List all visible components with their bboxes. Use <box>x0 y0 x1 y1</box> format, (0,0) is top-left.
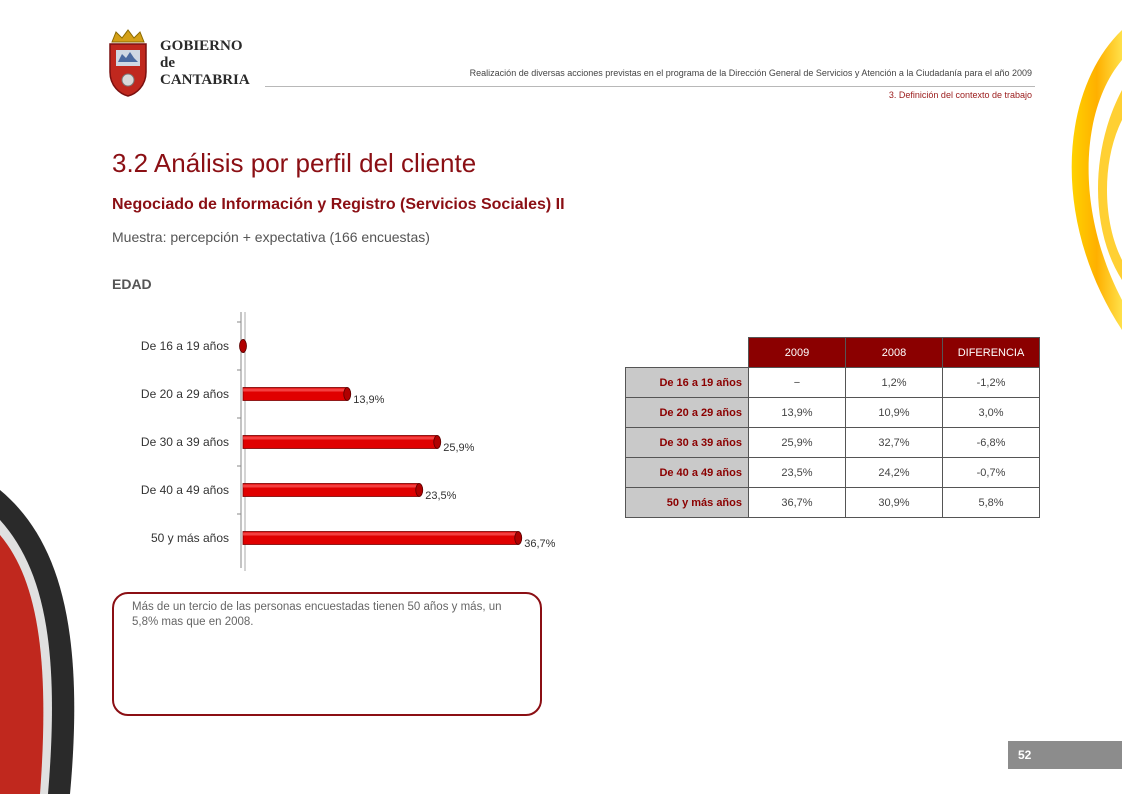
y-tick-label: De 40 a 49 años <box>141 483 229 497</box>
bar-highlight <box>243 532 519 536</box>
page-title: 3.2 Análisis por perfil del cliente <box>112 148 477 178</box>
row-label: 50 y más años <box>625 487 749 518</box>
logo-line-2: de <box>160 55 175 71</box>
bar-cap <box>343 387 352 401</box>
row-label: De 40 a 49 años <box>625 457 749 488</box>
cell-2009: 25,9% <box>748 427 846 458</box>
header-title: Realización de diversas acciones previst… <box>469 68 1032 78</box>
cell-diferencia: 5,8% <box>942 487 1040 518</box>
bar-highlight <box>243 388 348 392</box>
table-row: De 30 a 39 años 25,9% 32,7% -6,8% <box>625 427 1040 458</box>
y-tick-label: De 20 a 29 años <box>141 387 229 401</box>
bar-cap <box>514 531 523 545</box>
table-header-2009: 2009 <box>748 337 846 368</box>
cell-2008: 32,7% <box>845 427 943 458</box>
header-section: 3. Definición del contexto de trabajo <box>888 90 1032 100</box>
cell-diferencia: -6,8% <box>942 427 1040 458</box>
gobierno-cantabria-logo: GOBIERNO de CANTABRIA <box>104 28 254 98</box>
cell-2009: 13,9% <box>748 397 846 428</box>
data-label: 36,7% <box>524 538 555 550</box>
cell-2009: − <box>748 367 846 398</box>
cell-2008: 10,9% <box>845 397 943 428</box>
data-label: 25,9% <box>443 442 474 454</box>
table-row: 50 y más años 36,7% 30,9% 5,8% <box>625 487 1040 518</box>
bar-cap <box>415 483 424 497</box>
row-label: De 30 a 39 años <box>625 427 749 458</box>
table-header-2008: 2008 <box>845 337 943 368</box>
bar-highlight <box>243 484 420 488</box>
cell-2009: 36,7% <box>748 487 846 518</box>
y-tick-label: 50 y más años <box>151 531 229 545</box>
table-row: De 20 a 29 años 13,9% 10,9% 3,0% <box>625 397 1040 428</box>
comment-text: Más de un tercio de las personas encuest… <box>132 601 502 628</box>
chart-section-label: EDAD <box>112 276 152 292</box>
cell-diferencia: -1,2% <box>942 367 1040 398</box>
coat-of-arms-icon <box>109 29 147 97</box>
age-bar-chart: De 16 a 19 años De 20 a 29 años 13,9% De 30… <box>141 312 556 571</box>
y-tick-label: De 30 a 39 años <box>141 435 229 449</box>
page-number: 52 <box>1008 741 1122 769</box>
cell-2008: 1,2% <box>845 367 943 398</box>
cell-2008: 24,2% <box>845 457 943 488</box>
bar-highlight <box>243 436 438 440</box>
cell-diferencia: -0,7% <box>942 457 1040 488</box>
logo-line-1: GOBIERNO <box>160 38 243 54</box>
table-row: De 16 a 19 años − 1,2% -1,2% <box>625 367 1040 398</box>
comparison-table: 2009 2008 DIFERENCIA De 16 a 19 años − 1… <box>625 337 1040 518</box>
comment-box: Más de un tercio de las personas encuest… <box>112 592 542 716</box>
table-row: De 40 a 49 años 23,5% 24,2% -0,7% <box>625 457 1040 488</box>
row-label: De 20 a 29 años <box>625 397 749 428</box>
y-tick-label: De 16 a 19 años <box>141 339 229 353</box>
decorative-swirl-right <box>1071 30 1122 330</box>
logo-line-3: CANTABRIA <box>160 72 250 88</box>
data-label: 13,9% <box>353 394 384 406</box>
table-header-diferencia: DIFERENCIA <box>942 337 1040 368</box>
header-divider <box>265 86 1035 87</box>
decorative-arc-left <box>0 490 75 794</box>
sample-description: Muestra: percepción + expectativa (166 e… <box>112 229 430 245</box>
data-label: 23,5% <box>425 490 456 502</box>
row-label: De 16 a 19 años <box>625 367 749 398</box>
bar-cap <box>433 435 442 449</box>
page-subtitle: Negociado de Información y Registro (Ser… <box>112 196 565 213</box>
bar-cap <box>239 339 247 353</box>
cell-2008: 30,9% <box>845 487 943 518</box>
cell-diferencia: 3,0% <box>942 397 1040 428</box>
cell-2009: 23,5% <box>748 457 846 488</box>
table-corner <box>625 337 749 368</box>
